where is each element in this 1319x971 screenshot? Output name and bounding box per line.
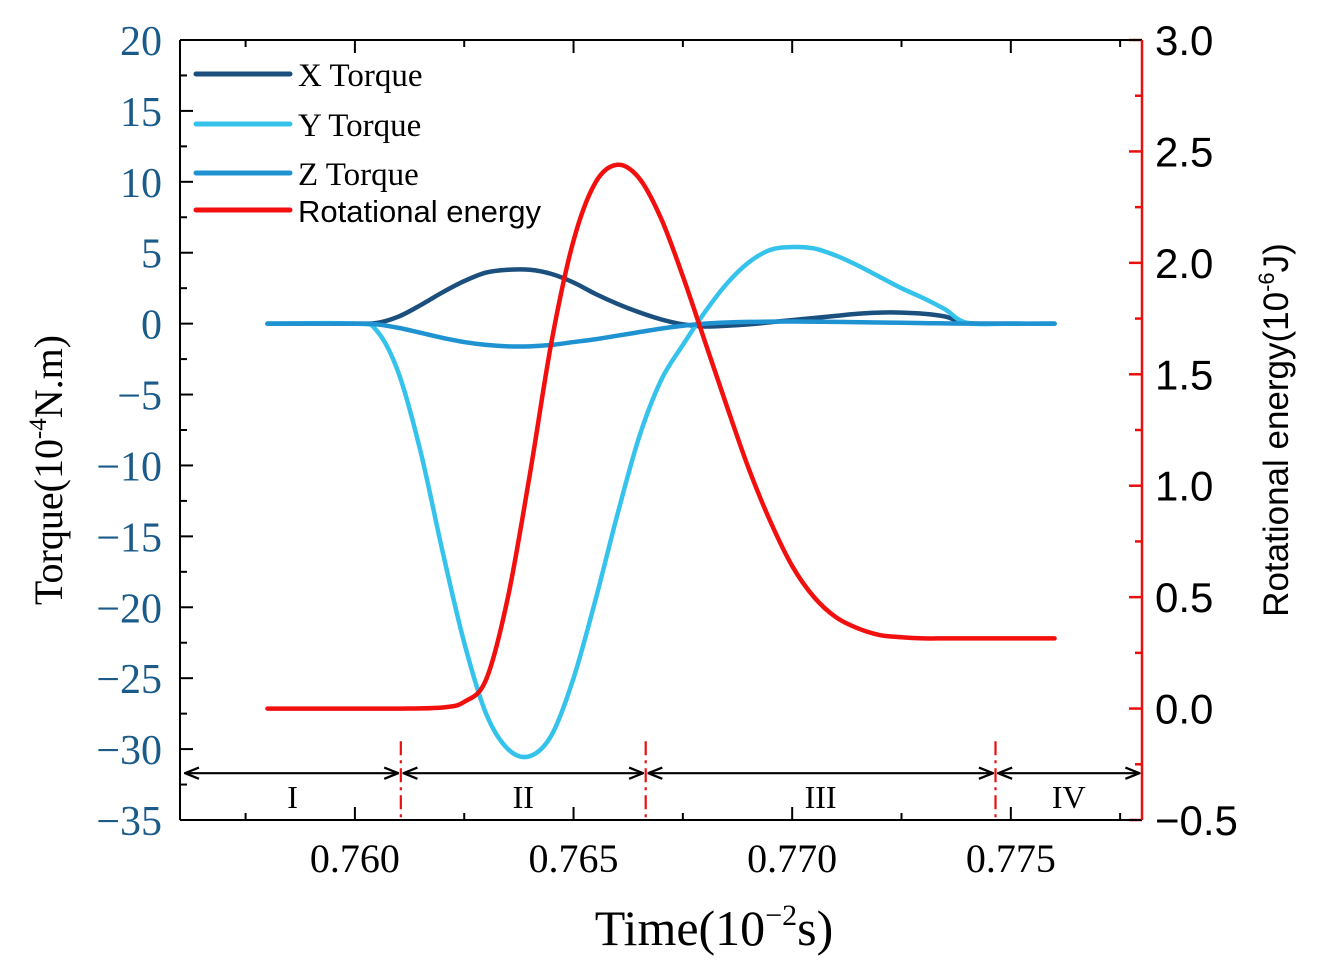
y-right-axis-label: Rotational energy(10-6J) — [1254, 243, 1296, 617]
stage-label: I — [287, 779, 298, 815]
legend-label-rotational-energy: Rotational energy — [298, 194, 541, 229]
series-z-torque — [265, 319, 1057, 349]
data-series — [265, 162, 1057, 760]
stage-annotations: I II III IV — [186, 741, 1138, 818]
y-left-axis-label: Torque(10-4N.m) — [25, 335, 71, 605]
y-left-tick-label: −35 — [96, 799, 162, 845]
tick-labels: 0.760 0.765 0.770 0.775 20 15 10 5 0 −5 −10 −15 −20 −… — [96, 17, 1238, 881]
y-right-tick-label: 1.5 — [1155, 351, 1213, 398]
y-left-tick-label: −30 — [96, 728, 162, 774]
y-left-tick-label: 20 — [120, 19, 162, 65]
stage-label: II — [513, 779, 534, 815]
y-left-tick-label: −10 — [96, 444, 162, 490]
legend-label-z-torque: Z Torque — [298, 157, 419, 193]
y-left-tick-label: −25 — [96, 657, 162, 703]
axis-ticks — [180, 38, 1142, 822]
y-left-tick-label: −20 — [96, 586, 162, 632]
stage-label: III — [805, 779, 837, 815]
y-right-tick-label: 3.0 — [1155, 17, 1213, 64]
y-right-tick-label: 0.0 — [1155, 686, 1213, 733]
y-right-tick-label: 2.5 — [1155, 128, 1213, 175]
y-left-tick-label: 10 — [120, 161, 162, 207]
legend: X Torque Y Torque Z Torque Rotational en… — [193, 58, 541, 229]
y-right-tick-label: 2.0 — [1155, 240, 1213, 287]
series-rotational-energy — [265, 162, 1057, 711]
x-tick-label: 0.770 — [747, 836, 837, 881]
y-right-tick-label: 1.0 — [1155, 463, 1213, 510]
x-tick-label: 0.760 — [310, 836, 400, 881]
x-axis-label: Time(10−2s) — [595, 899, 833, 956]
y-left-tick-label: −5 — [117, 374, 162, 420]
x-tick-label: 0.765 — [529, 836, 619, 881]
y-right-tick-label: −0.5 — [1155, 797, 1238, 844]
x-tick-label: 0.775 — [966, 836, 1056, 881]
legend-label-x-torque: X Torque — [298, 58, 422, 94]
stage-label: IV — [1052, 779, 1086, 815]
y-right-tick-label: 0.5 — [1155, 574, 1213, 621]
y-left-tick-label: 5 — [141, 232, 162, 278]
y-left-tick-label: −15 — [96, 515, 162, 561]
legend-label-y-torque: Y Torque — [298, 108, 421, 144]
y-left-tick-label: 0 — [141, 303, 162, 349]
y-left-tick-label: 15 — [120, 90, 162, 136]
plot-frame — [179, 39, 1144, 821]
series-x-torque — [265, 267, 1057, 329]
series-y-torque — [265, 244, 1057, 760]
